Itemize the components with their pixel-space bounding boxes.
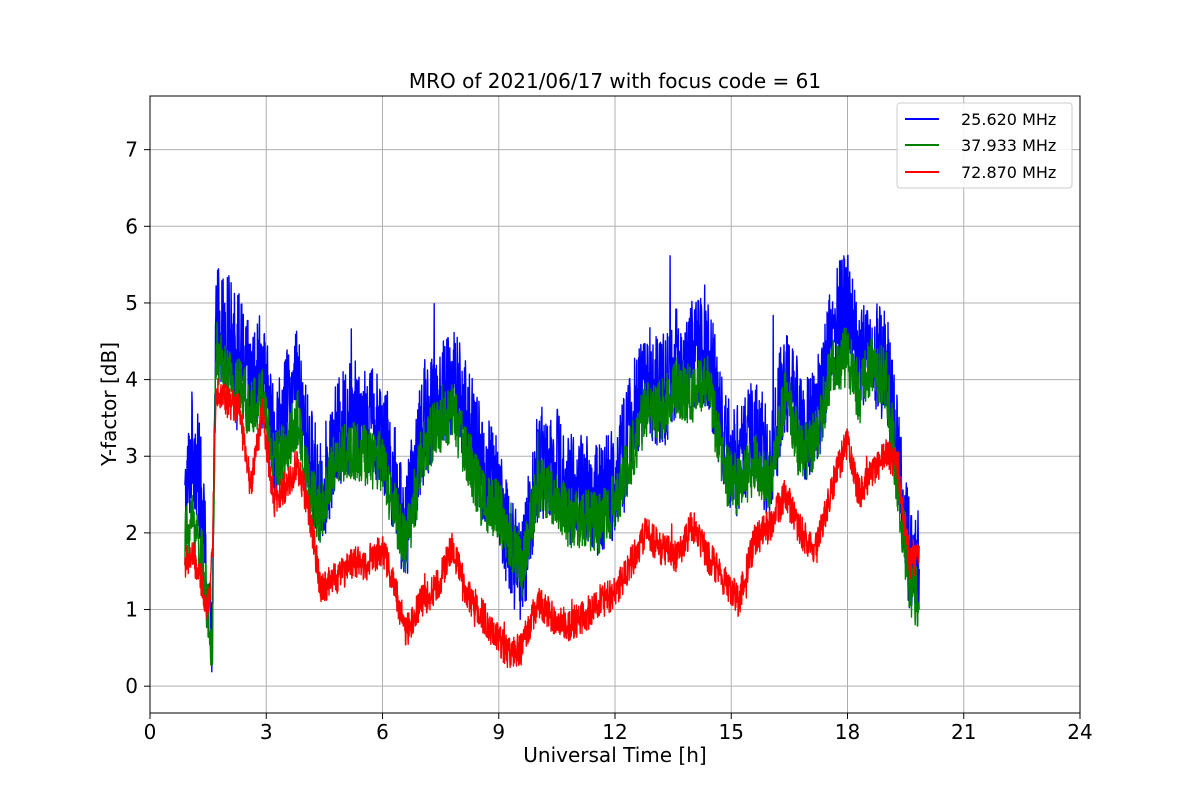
y-tick-label: 3 (125, 444, 138, 468)
x-tick-label: 12 (602, 720, 627, 744)
x-axis-label: Universal Time [h] (523, 743, 706, 767)
x-tick-label: 3 (260, 720, 273, 744)
legend-box (896, 102, 1073, 189)
chart-title: MRO of 2021/06/17 with focus code = 61 (409, 69, 821, 93)
legend-label-series-0: 25.620 MHz (961, 110, 1056, 129)
y-tick-label: 2 (125, 521, 138, 545)
y-tick-label: 0 (125, 674, 138, 698)
legend-label-series-1: 37.933 MHz (961, 136, 1056, 155)
x-tick-label: 0 (144, 720, 157, 744)
x-tick-label: 6 (376, 720, 389, 744)
y-tick-label: 5 (125, 291, 138, 315)
y-tick-label: 4 (125, 368, 138, 392)
y-tick-label: 1 (125, 598, 138, 622)
y-tick-label: 7 (125, 138, 138, 162)
series-line-2 (184, 377, 920, 669)
x-tick-label: 9 (492, 720, 505, 744)
x-tick-label: 24 (1067, 720, 1092, 744)
legend-label-series-2: 72.870 MHz (961, 163, 1056, 182)
x-tick-label: 15 (719, 720, 744, 744)
x-tick-label: 21 (951, 720, 976, 744)
series-line-1 (184, 321, 920, 666)
legend: 25.620 MHz 37.933 MHz 72.870 MHz (896, 102, 1073, 189)
y-tick-label: 6 (125, 214, 138, 238)
y-axis-label: Y-factor [dB] (97, 342, 121, 467)
series-layer (184, 254, 920, 673)
x-tick-label: 18 (835, 720, 860, 744)
